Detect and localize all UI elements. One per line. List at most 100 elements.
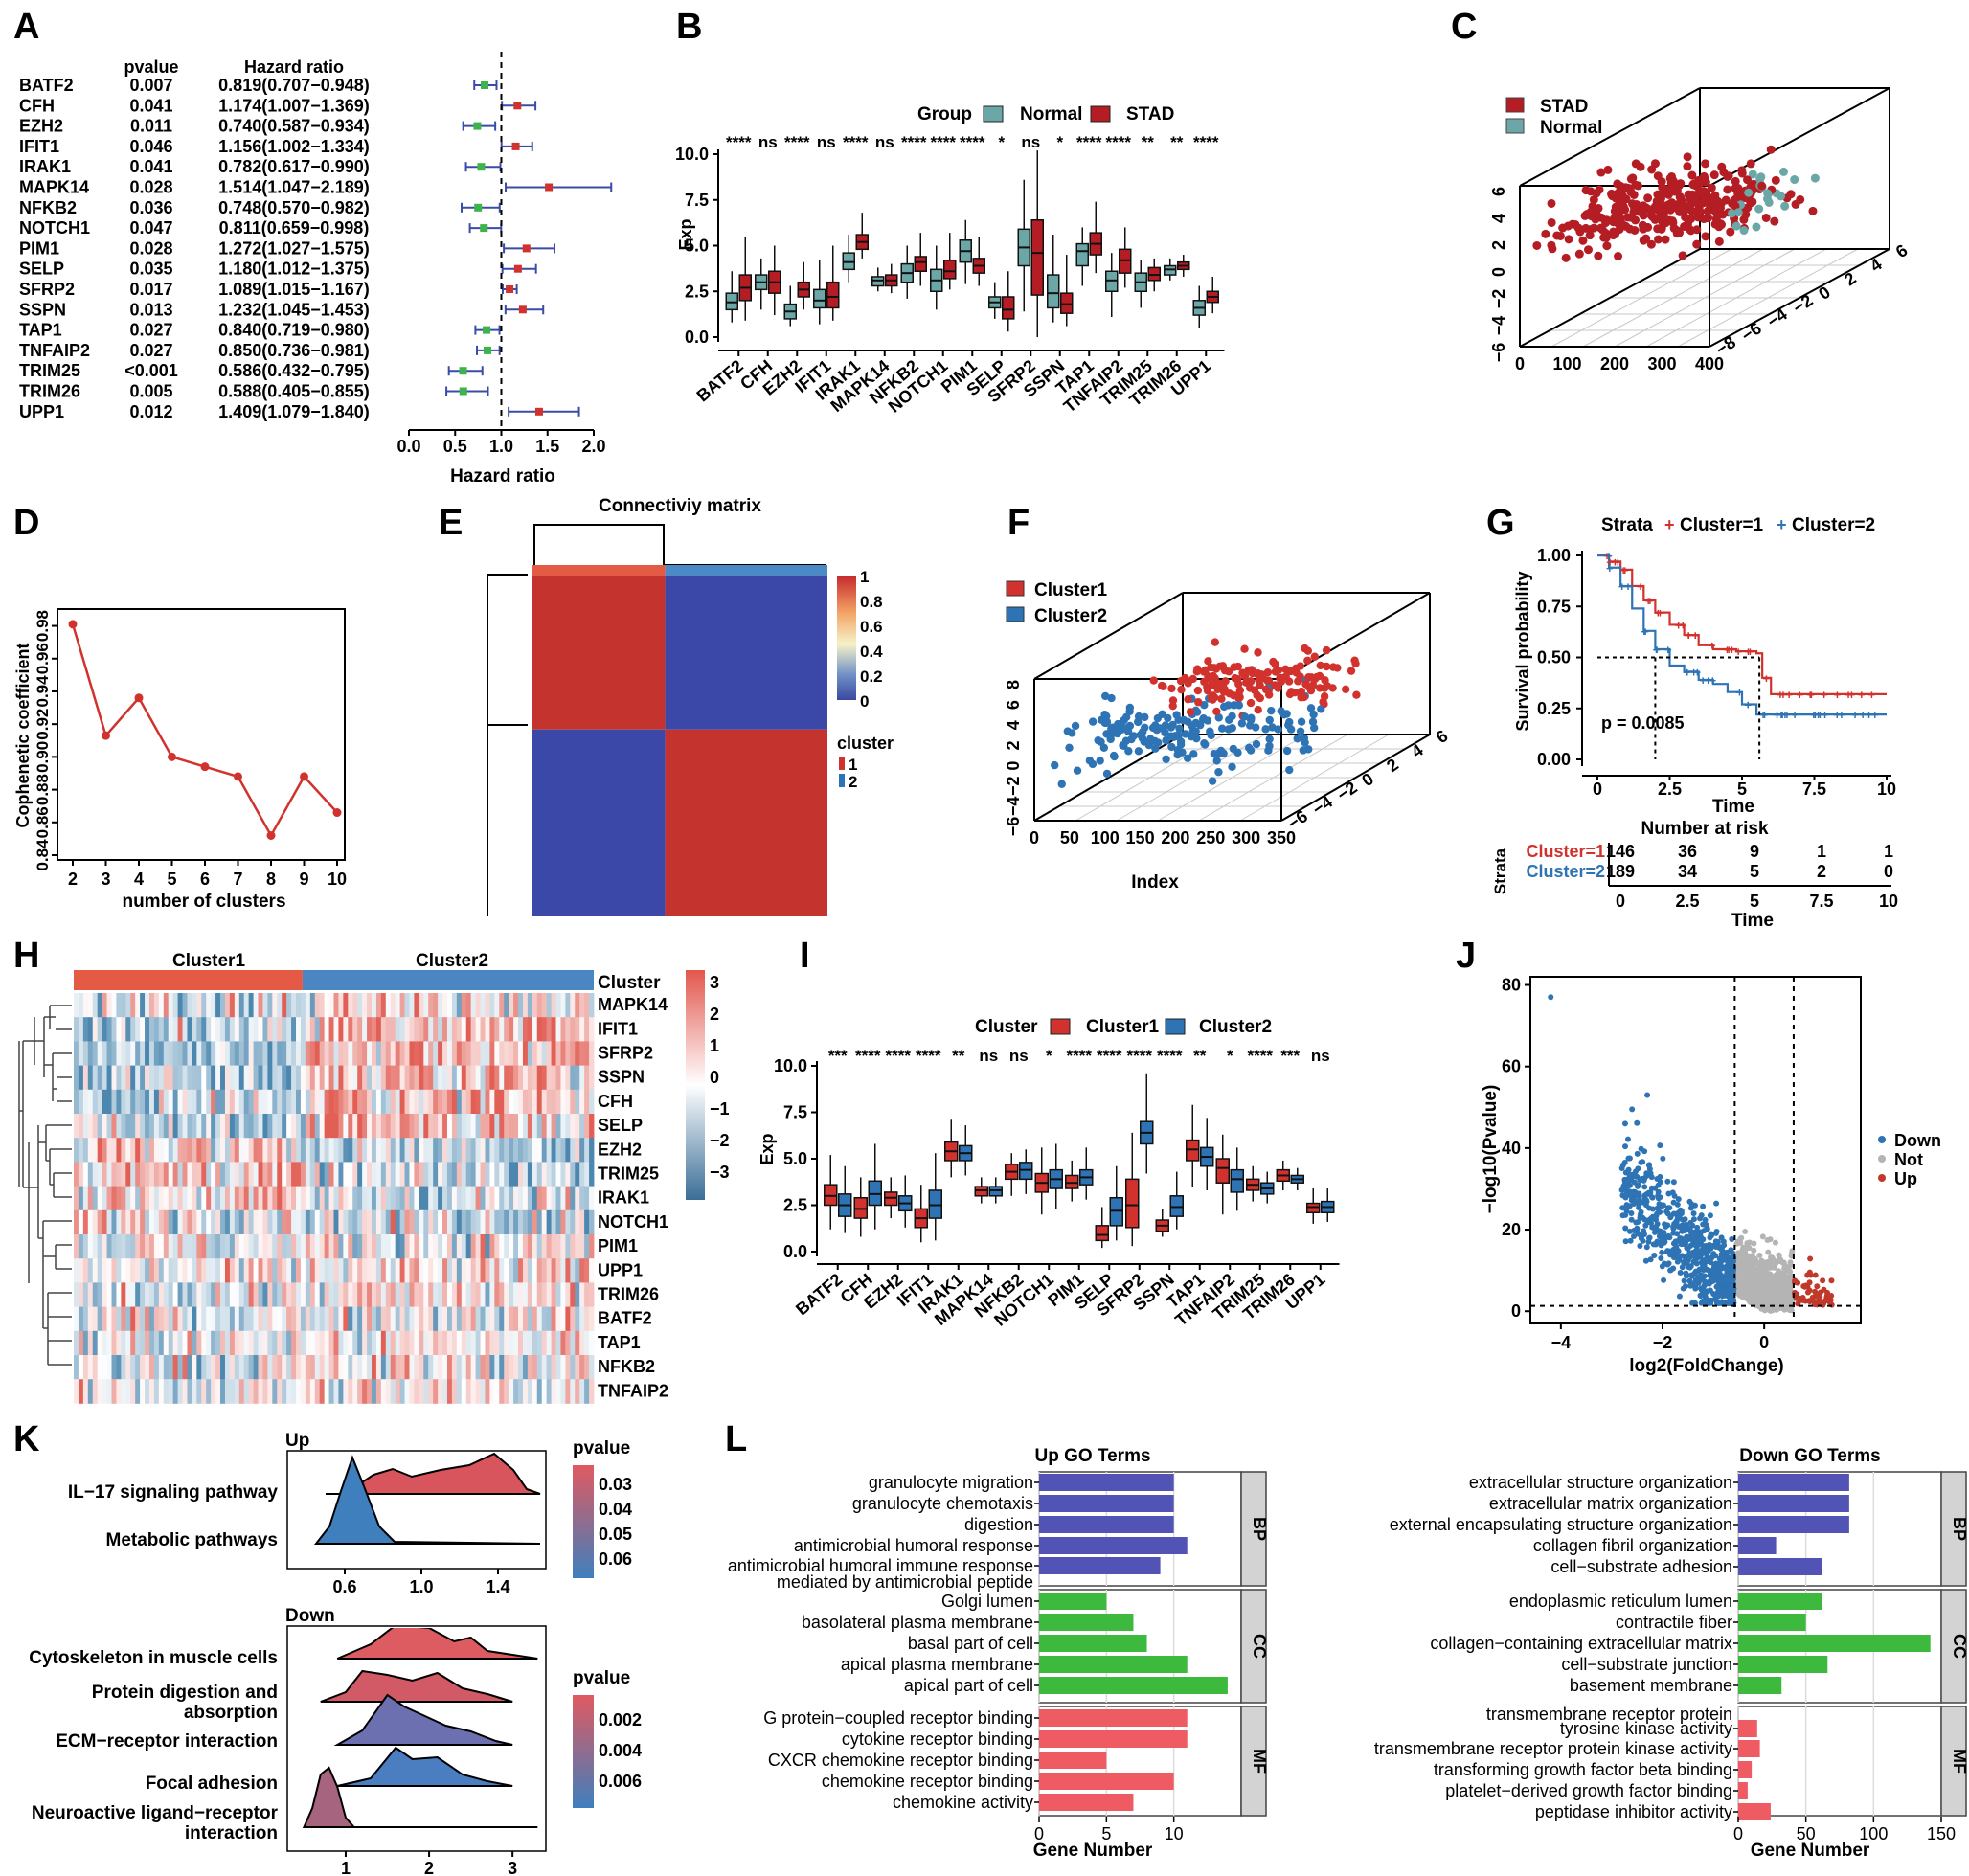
h-heatmap-cell <box>470 1330 476 1356</box>
h-heatmap-cell <box>78 1186 84 1211</box>
h-heatmap-cell <box>589 1258 595 1283</box>
h-heatmap-cell <box>584 1330 590 1356</box>
scatter-point <box>1596 223 1605 233</box>
g-risk-value: 146 <box>1606 842 1635 861</box>
e-colorbar-tick-label: 0.6 <box>860 618 883 636</box>
h-heatmap-cell <box>518 1065 524 1091</box>
h-heatmap-cell <box>296 1282 302 1307</box>
h-heatmap-cell <box>248 1114 254 1139</box>
h-heatmap-cell <box>314 1282 321 1307</box>
scatter-point <box>1578 236 1588 245</box>
h-heatmap-cell <box>367 1379 373 1404</box>
h-heatmap-cell <box>348 1234 353 1259</box>
scatter-point <box>1211 664 1221 673</box>
h-heatmap-cell <box>272 1162 278 1187</box>
h-heatmap-cell <box>518 993 524 1018</box>
h-heatmap-cell <box>446 1234 453 1259</box>
h-heatmap-cell <box>153 993 160 1018</box>
h-heatmap-cell <box>404 1089 410 1115</box>
h-heatmap-cell <box>74 1379 79 1404</box>
box <box>1230 1168 1244 1193</box>
d-x-tick-label: 4 <box>134 870 144 889</box>
h-heatmap-cell <box>314 1209 321 1235</box>
forest-hr-text: 0.748(0.570−0.982) <box>218 198 370 217</box>
scatter-point <box>1231 673 1239 683</box>
g-censor-mark: + <box>1747 644 1754 659</box>
scatter-point <box>1748 170 1757 179</box>
h-heatmap-cell <box>489 1041 495 1066</box>
significance-label: * <box>998 133 1005 151</box>
h-heatmap-cell <box>532 1089 538 1115</box>
h-heatmap-cell <box>248 1186 254 1211</box>
h-heatmap-cell <box>282 1355 287 1380</box>
h-heatmap-cell <box>371 1282 377 1307</box>
scatter-point <box>1240 644 1249 653</box>
h-heatmap-cell <box>87 1282 94 1307</box>
h-heatmap-cell <box>168 1258 174 1283</box>
h-heatmap-cell <box>504 1306 509 1332</box>
h-heatmap-cell <box>305 1041 311 1066</box>
h-heatmap-cell <box>258 1138 263 1163</box>
h-heatmap-cell <box>74 1138 79 1163</box>
scatter-point <box>1665 173 1675 183</box>
h-heatmap-cell <box>575 1330 580 1356</box>
h-heatmap-cell <box>192 1186 197 1211</box>
h-heatmap-cell <box>168 1209 174 1235</box>
h-heatmap-cell <box>575 1065 580 1091</box>
h-heatmap-cell <box>267 993 273 1018</box>
j-point-not <box>1749 1253 1755 1259</box>
h-heatmap-cell <box>428 1114 434 1139</box>
scatter-point <box>1277 673 1285 683</box>
h-heatmap-cell <box>121 1209 126 1235</box>
h-heatmap-cell <box>286 1234 292 1259</box>
h-heatmap-cell <box>243 1258 250 1283</box>
h-heatmap-cell <box>206 1282 212 1307</box>
h-heatmap-cell <box>395 1258 401 1283</box>
h-heatmap-cell <box>399 1282 405 1307</box>
h-heatmap-cell <box>253 1209 259 1235</box>
h-heatmap-cell <box>201 1258 207 1283</box>
h-heatmap-cell <box>575 1089 580 1115</box>
h-heatmap-cell <box>375 1162 382 1187</box>
h-heatmap-cell <box>438 1138 443 1163</box>
h-heatmap-cell <box>158 993 165 1018</box>
h-gene-label: IRAK1 <box>598 1188 649 1208</box>
x-tick-label: 250 <box>1196 828 1225 848</box>
h-heatmap-cell <box>258 1234 263 1259</box>
h-heatmap-cell <box>148 1162 155 1187</box>
h-heatmap-cell <box>433 1186 439 1211</box>
j-point-not <box>1772 1272 1778 1278</box>
h-heatmap-cell <box>92 1306 99 1332</box>
scatter-point <box>1217 694 1226 703</box>
h-heatmap-cell <box>367 1282 373 1307</box>
h-heatmap-cell <box>145 1234 150 1259</box>
scatter-point <box>1217 724 1227 733</box>
h-heatmap-cell <box>168 1089 174 1115</box>
h-heatmap-cell <box>451 1089 458 1115</box>
h-heatmap-cell <box>362 1186 368 1211</box>
h-heatmap-cell <box>451 1355 458 1380</box>
h-heatmap-cell <box>192 1162 197 1187</box>
h-heatmap-cell <box>192 1017 197 1042</box>
h-heatmap-cell <box>442 1186 448 1211</box>
h-colorbar <box>686 970 705 1200</box>
scatter-point <box>1675 192 1685 202</box>
h-heatmap-cell <box>555 1041 561 1066</box>
h-heatmap-cell <box>177 1282 183 1307</box>
h-heatmap-cell <box>153 1379 160 1404</box>
h-heatmap-cell <box>116 1017 122 1042</box>
h-gene-label: SSPN <box>598 1068 645 1087</box>
h-heatmap-cell <box>309 1138 316 1163</box>
j-point-down <box>1651 1252 1658 1258</box>
h-heatmap-cell <box>140 1234 146 1259</box>
h-heatmap-cell <box>546 1138 552 1163</box>
h-heatmap-cell <box>504 1234 509 1259</box>
g-censor-mark: + <box>1621 563 1629 577</box>
h-heatmap-cell <box>352 1162 358 1187</box>
h-heatmap-cell <box>243 1138 250 1163</box>
j-point-not <box>1758 1303 1765 1310</box>
e-top-dendrogram <box>533 524 826 566</box>
h-heatmap-cell <box>277 1041 283 1066</box>
h-heatmap-cell <box>446 993 453 1018</box>
j-point-down <box>1649 1194 1656 1201</box>
